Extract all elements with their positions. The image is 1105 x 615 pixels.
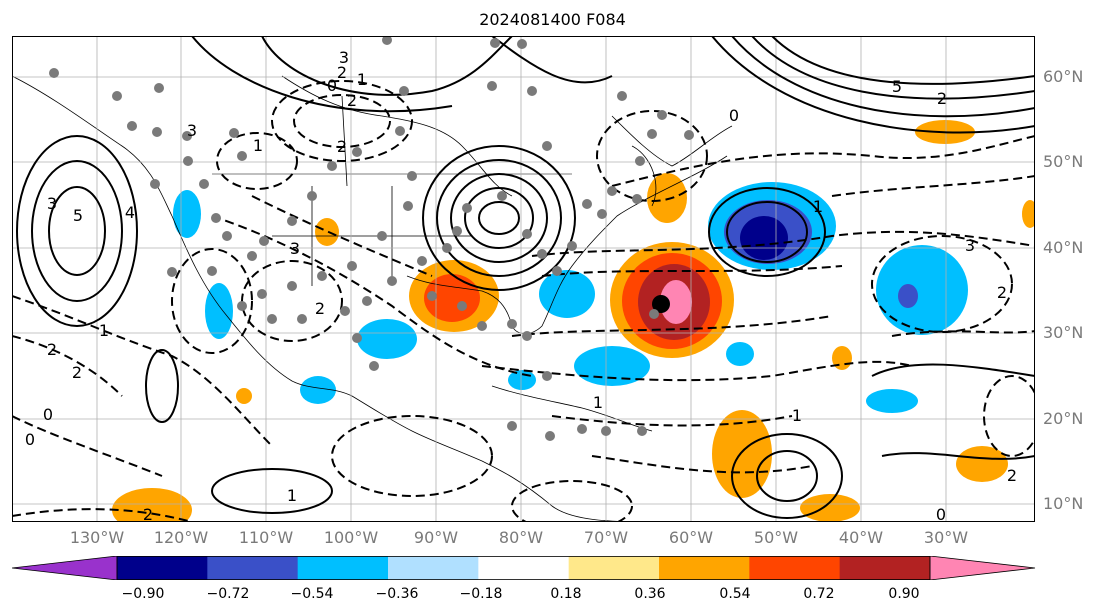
contour-label: 2 bbox=[143, 505, 153, 522]
lat-label: 20°N bbox=[1043, 409, 1084, 428]
lat-label: 40°N bbox=[1043, 238, 1084, 257]
contour-label: 2 bbox=[347, 91, 357, 110]
colorbar-tick: 0.90 bbox=[888, 586, 920, 602]
lon-label: 60°W bbox=[668, 528, 714, 547]
colorbar-tick: −0.36 bbox=[375, 586, 419, 602]
coastlines bbox=[12, 75, 733, 522]
contour-label: 2 bbox=[337, 63, 347, 82]
colorbar-tick: −0.72 bbox=[206, 586, 250, 602]
contour-label: 2 bbox=[337, 137, 347, 156]
lon-label: 50°W bbox=[753, 528, 799, 547]
colorbar-tick: 0.72 bbox=[803, 586, 835, 602]
lon-label: 40°W bbox=[838, 528, 884, 547]
colorbar-segment bbox=[659, 556, 750, 580]
colorbar-segment bbox=[117, 556, 208, 580]
colorbar-tick: 0.36 bbox=[634, 586, 666, 602]
lon-label: 70°W bbox=[583, 528, 629, 547]
colorbar-segment bbox=[297, 556, 389, 580]
contour-label: 1 bbox=[593, 393, 603, 412]
colorbar bbox=[12, 556, 1036, 580]
contour-label: 1 bbox=[99, 321, 109, 340]
contour-labels: 3 2 1 0 1 2 2 3 5 4 3 5 2 0 1 2 1 2 0 0 … bbox=[25, 48, 1017, 522]
contour-label: 3 bbox=[47, 194, 57, 213]
lon-label: 120°W bbox=[153, 528, 209, 547]
contour-label: 1 bbox=[357, 70, 367, 89]
colorbar-segment bbox=[839, 556, 931, 580]
lon-label: 130°W bbox=[69, 528, 125, 547]
lon-label: 30°W bbox=[923, 528, 969, 547]
contour-label: 2 bbox=[997, 283, 1007, 302]
contour-label: 4 bbox=[125, 203, 135, 222]
contour-label: 3 bbox=[290, 239, 300, 258]
contour-label: 2 bbox=[72, 363, 82, 382]
dashed-contours bbox=[12, 80, 1035, 522]
contour-label: 3 bbox=[965, 236, 975, 255]
contour-label: 0 bbox=[43, 405, 53, 424]
contour-label: 3 bbox=[339, 48, 349, 67]
lat-label: 10°N bbox=[1043, 494, 1084, 513]
colorbar-segment bbox=[478, 556, 570, 580]
contour-label: 0 bbox=[729, 106, 739, 125]
contour-label: 0 bbox=[25, 430, 35, 449]
contour-label: 3 bbox=[187, 121, 197, 140]
station-dots bbox=[49, 36, 694, 441]
colorbar-tick: −0.90 bbox=[121, 586, 165, 602]
lon-label: 90°W bbox=[413, 528, 459, 547]
map-title: 2024081400 F084 bbox=[479, 10, 626, 29]
weather-map: 3 2 1 0 1 2 2 3 5 4 3 5 2 0 1 2 1 2 0 0 … bbox=[12, 36, 1035, 522]
colorbar-segment bbox=[12, 556, 117, 580]
contour-label: 2 bbox=[1007, 466, 1017, 485]
lat-label: 30°N bbox=[1043, 323, 1084, 342]
contour-label: 1 bbox=[792, 406, 802, 425]
contour-label: 1 bbox=[253, 136, 263, 155]
lon-label: 110°W bbox=[238, 528, 294, 547]
colorbar-segment bbox=[749, 556, 841, 580]
colorbar-tick: 0.54 bbox=[719, 586, 751, 602]
lon-label: 100°W bbox=[323, 528, 379, 547]
solid-contours bbox=[16, 36, 1035, 519]
lat-label: 50°N bbox=[1043, 152, 1084, 171]
contour-label: 2 bbox=[937, 89, 947, 108]
contour-label: 2 bbox=[315, 299, 325, 318]
contour-label: 1 bbox=[287, 486, 297, 505]
lon-label: 80°W bbox=[498, 528, 544, 547]
contour-label: 5 bbox=[73, 206, 83, 225]
contour-label: 5 bbox=[892, 77, 902, 96]
contour-label: 1 bbox=[813, 197, 823, 216]
grid-lines bbox=[12, 36, 1035, 522]
contour-label: 0 bbox=[327, 76, 337, 95]
colorbar-segment bbox=[388, 556, 479, 580]
colorbar-segment bbox=[568, 556, 660, 580]
lat-label: 60°N bbox=[1043, 67, 1084, 86]
contour-label: 2 bbox=[47, 340, 57, 359]
colorbar-tick: −0.54 bbox=[290, 586, 334, 602]
colorbar-tick: 0.18 bbox=[550, 586, 582, 602]
colorbar-segment bbox=[207, 556, 299, 580]
colorbar-segment bbox=[930, 556, 1035, 580]
colorbar-tick: −0.18 bbox=[459, 586, 503, 602]
contour-label: 0 bbox=[936, 505, 946, 522]
